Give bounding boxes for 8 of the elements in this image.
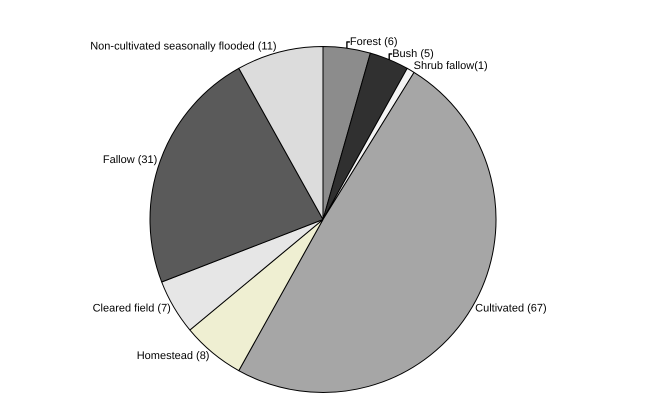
slice-label: Bush (5) xyxy=(392,48,434,60)
slice-label: Forest (6) xyxy=(350,36,398,48)
slice-label: Cultivated (67) xyxy=(475,302,547,315)
slice-label: Cleared field (7) xyxy=(92,302,171,315)
slice-label: Fallow (31) xyxy=(102,154,158,166)
slice-label: Homestead (8) xyxy=(136,350,210,362)
slice-label: Shrub fallow(1) xyxy=(414,60,488,72)
slice-label: Non-cultivated seasonally flooded (11) xyxy=(90,40,277,52)
